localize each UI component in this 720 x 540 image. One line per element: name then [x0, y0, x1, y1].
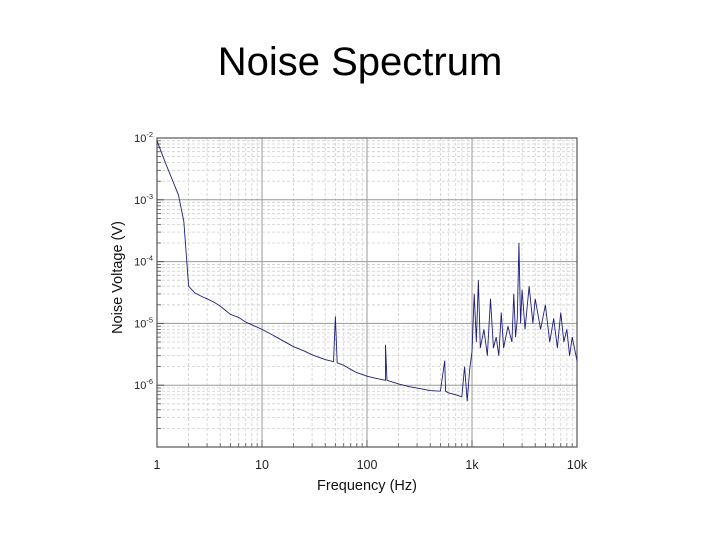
slide-title: Noise Spectrum: [217, 40, 503, 84]
y-tick-label: 10-6: [134, 377, 153, 392]
grid: [156, 137, 578, 447]
y-tick-label: 10-5: [134, 315, 153, 330]
x-tick-label: 1k: [465, 458, 479, 472]
x-tick-label: 10: [255, 458, 269, 472]
y-tick-label: 10-2: [134, 130, 153, 145]
axis-ticks: [156, 137, 578, 447]
x-axis-label: Frequency (Hz): [317, 478, 417, 494]
y-tick-label: 10-3: [134, 192, 153, 207]
y-axis-label: Noise Voltage (V): [110, 221, 126, 334]
x-tick-label: 1: [154, 458, 161, 472]
x-tick-label: 10k: [567, 458, 588, 472]
tick-labels: 1 10 100 1k 10k 10-2 10-3 10-4 10-5 10-6: [134, 130, 588, 472]
x-tick-label: 100: [357, 458, 378, 472]
y-tick-label: 10-4: [134, 254, 153, 269]
series-line-noise-voltage: [156, 140, 578, 402]
